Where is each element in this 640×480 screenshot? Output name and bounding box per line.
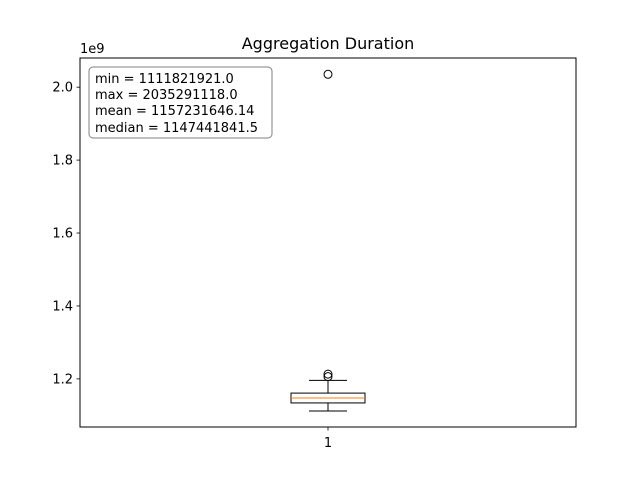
outlier-point — [323, 69, 333, 79]
outlier-point — [323, 372, 333, 382]
stats-line-mean: mean = 1157231646.14 — [95, 104, 254, 119]
box-plot — [290, 69, 366, 412]
stats-line-median: median = 1147441841.5 — [95, 121, 258, 136]
y-tick-label: 2.0 — [52, 81, 73, 96]
stats-line-min: min = 1111821921.0 — [95, 72, 234, 87]
y-tick-label: 1.8 — [52, 154, 73, 169]
y-scale-label: 1e9 — [80, 42, 105, 57]
stats-box-frame — [88, 66, 273, 139]
y-tick-label: 1.2 — [52, 372, 73, 387]
outlier-point — [323, 369, 333, 379]
stats-box: min = 1111821921.0 max = 2035291118.0 me… — [88, 66, 273, 139]
y-tick-label: 1.6 — [52, 227, 73, 242]
y-tick-label: 1.4 — [52, 299, 73, 314]
y-axis: 1.2 1.4 1.6 1.8 2.0 — [52, 81, 80, 387]
stats-line-max: max = 2035291118.0 — [95, 88, 238, 103]
x-axis: 1 — [324, 427, 332, 451]
chart-title: Aggregation Duration — [242, 34, 415, 53]
x-tick-label: 1 — [324, 436, 332, 451]
